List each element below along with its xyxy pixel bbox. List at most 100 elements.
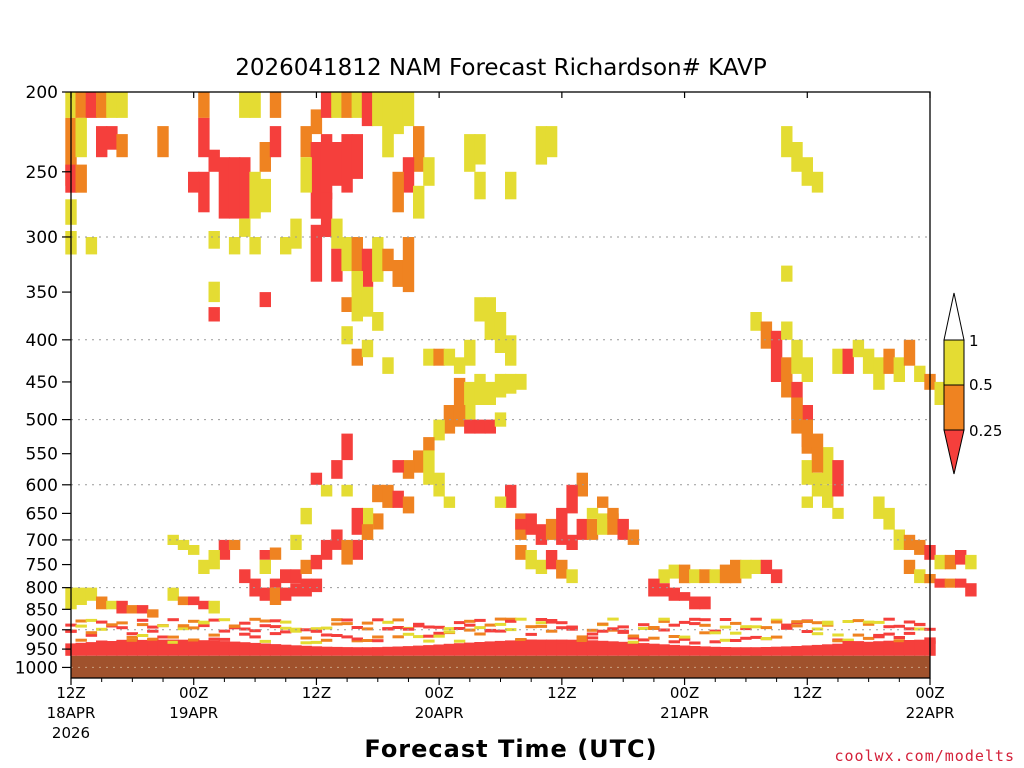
x-tick-label: 12Z bbox=[547, 684, 576, 702]
boundary-cell bbox=[770, 618, 783, 622]
data-cell bbox=[361, 286, 374, 317]
legend-swatch-orange bbox=[943, 384, 965, 431]
data-cell bbox=[290, 583, 302, 597]
data-cell bbox=[832, 507, 844, 519]
data-cell bbox=[852, 339, 865, 358]
boundary-cell bbox=[811, 621, 824, 625]
boundary-cell bbox=[556, 639, 568, 656]
boundary-cell bbox=[126, 635, 138, 639]
boundary-cell bbox=[852, 641, 865, 645]
boundary-cell bbox=[484, 641, 496, 656]
boundary-cell bbox=[545, 639, 558, 656]
data-cell bbox=[218, 539, 231, 560]
boundary-cell bbox=[505, 617, 517, 621]
boundary-cell bbox=[791, 624, 803, 628]
data-cell bbox=[586, 507, 599, 519]
data-cell bbox=[474, 171, 486, 200]
boundary-cell bbox=[433, 634, 445, 638]
data-cell bbox=[903, 534, 916, 550]
data-cell bbox=[903, 339, 916, 366]
data-cell bbox=[576, 518, 588, 540]
boundary-cell bbox=[75, 619, 87, 623]
data-cell bbox=[443, 348, 456, 366]
data-cell bbox=[515, 545, 527, 560]
boundary-cell bbox=[239, 627, 251, 631]
data-cell bbox=[259, 292, 271, 308]
boundary-cell bbox=[351, 639, 363, 643]
data-cell bbox=[873, 357, 885, 390]
gridlines bbox=[71, 236, 930, 668]
boundary-cell bbox=[361, 647, 374, 656]
data-cell bbox=[106, 92, 118, 118]
boundary-cell bbox=[96, 627, 108, 631]
data-cell bbox=[75, 164, 87, 193]
data-cell bbox=[873, 496, 885, 519]
boundary-cell bbox=[177, 639, 190, 656]
boundary-cell bbox=[689, 622, 701, 626]
boundary-cell bbox=[372, 647, 384, 656]
boundary-cell bbox=[361, 639, 374, 642]
boundary-cell bbox=[300, 645, 312, 656]
data-cell bbox=[750, 312, 762, 331]
boundary-cell bbox=[167, 618, 179, 622]
data-cell bbox=[177, 539, 190, 550]
data-cell bbox=[965, 583, 977, 597]
data-cell bbox=[934, 381, 946, 405]
data-cell bbox=[781, 265, 793, 282]
boundary-cell bbox=[75, 642, 87, 656]
boundary-cell bbox=[402, 646, 415, 656]
data-cell bbox=[545, 518, 558, 540]
data-cell bbox=[188, 596, 200, 606]
data-cell bbox=[934, 554, 946, 570]
boundary-cell bbox=[126, 640, 138, 656]
boundary-cell bbox=[157, 624, 169, 628]
boundary-cell bbox=[269, 644, 282, 656]
data-cell bbox=[361, 92, 374, 127]
boundary-cell bbox=[873, 620, 885, 624]
data-cell bbox=[300, 559, 312, 574]
data-cell bbox=[372, 484, 384, 503]
boundary-cell bbox=[392, 635, 404, 639]
boundary-cell bbox=[402, 632, 415, 636]
data-cell bbox=[280, 587, 292, 601]
data-cell bbox=[310, 578, 323, 593]
data-cell bbox=[320, 539, 333, 560]
boundary-cell bbox=[648, 636, 660, 640]
data-cell bbox=[351, 507, 363, 535]
boundary-cell bbox=[177, 627, 190, 631]
boundary-cell bbox=[290, 645, 302, 656]
boundary-cell bbox=[770, 635, 783, 639]
data-cell bbox=[382, 248, 394, 272]
boundary-cell bbox=[862, 641, 875, 656]
boundary-cell bbox=[535, 639, 548, 656]
data-cell bbox=[300, 578, 312, 597]
boundary-cell bbox=[576, 640, 588, 656]
boundary-cell bbox=[852, 633, 865, 637]
data-cell bbox=[505, 484, 517, 508]
boundary-cell bbox=[709, 640, 721, 644]
boundary-cell bbox=[893, 640, 905, 656]
data-cell bbox=[678, 564, 691, 584]
boundary-cell bbox=[576, 639, 588, 642]
data-cell bbox=[96, 126, 108, 158]
boundary-cell bbox=[269, 632, 282, 636]
data-cell bbox=[392, 92, 404, 135]
boundary-cell bbox=[658, 628, 670, 632]
boundary-cell bbox=[832, 633, 844, 637]
data-cell bbox=[617, 518, 629, 540]
boundary-cell bbox=[597, 622, 609, 626]
boundary-cell bbox=[862, 622, 875, 626]
boundary-cell bbox=[586, 636, 599, 640]
boundary-cell bbox=[218, 629, 231, 633]
boundary-cell bbox=[832, 639, 844, 643]
boundary-cell bbox=[678, 645, 691, 656]
boundary-cell bbox=[167, 635, 179, 639]
data-cell bbox=[453, 405, 466, 427]
boundary-cell bbox=[852, 642, 865, 656]
boundary-cell bbox=[228, 641, 241, 656]
boundary-cell bbox=[586, 640, 599, 656]
boundary-cell bbox=[556, 626, 568, 630]
data-cell bbox=[893, 529, 905, 550]
data-cell bbox=[770, 569, 783, 584]
x-tick-label: 00Z bbox=[915, 684, 944, 702]
